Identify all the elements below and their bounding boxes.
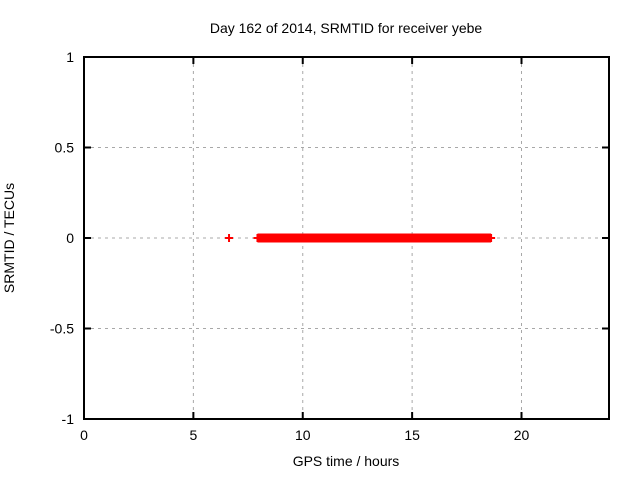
y-tick-label: 0.5 [55, 140, 75, 156]
y-tick-label: 1 [66, 49, 74, 65]
y-tick-label: -0.5 [50, 321, 74, 337]
x-axis-label: GPS time / hours [293, 453, 400, 469]
x-tick-label: 10 [295, 427, 311, 443]
y-tick-label: 0 [66, 230, 74, 246]
plot-border [83, 56, 610, 420]
data-band [257, 233, 492, 243]
y-axis-label: SRMTID / TECUs [1, 183, 17, 293]
x-tick-label: 20 [514, 427, 530, 443]
x-tick-label: 15 [404, 427, 420, 443]
x-tick-label: 0 [80, 427, 88, 443]
plot-content: 0 5 10 15 20 -1 -0.5 0 0.5 1 [50, 49, 610, 443]
chart-title: Day 162 of 2014, SRMTID for receiver yeb… [210, 20, 483, 36]
x-tick-label: 5 [189, 427, 197, 443]
y-tick-label: -1 [62, 411, 75, 427]
